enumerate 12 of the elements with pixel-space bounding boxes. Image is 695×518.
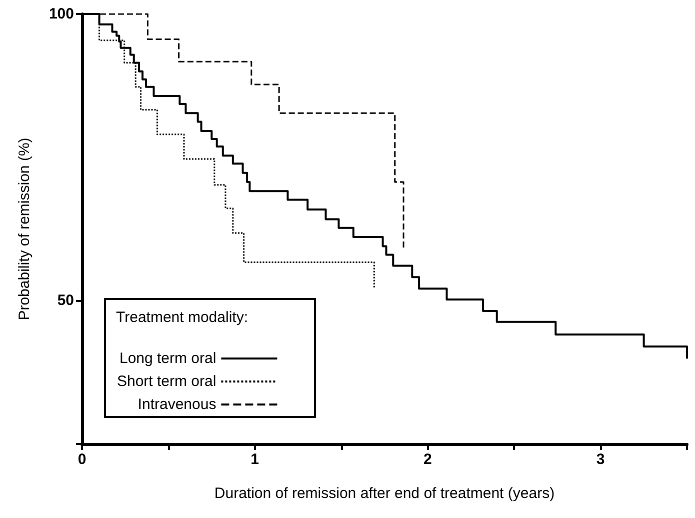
legend-label: Long term oral xyxy=(119,350,216,367)
x-tick-label: 3 xyxy=(596,451,605,468)
x-tick-label: 1 xyxy=(250,451,260,468)
y-tick-label: 50 xyxy=(57,292,74,310)
legend-title: Treatment modality: xyxy=(116,309,248,326)
x-axis-title: Duration of remission after end of treatment (years) xyxy=(214,485,555,502)
x-tick-label: 2 xyxy=(424,451,432,468)
x-tick-label: 0 xyxy=(78,451,86,468)
y-axis-title: Probability of remission (%) xyxy=(16,138,33,320)
legend-label: Short term oral xyxy=(116,373,216,390)
legend-label: Intravenous xyxy=(138,396,216,413)
y-tick-label: 100 xyxy=(48,6,74,22)
